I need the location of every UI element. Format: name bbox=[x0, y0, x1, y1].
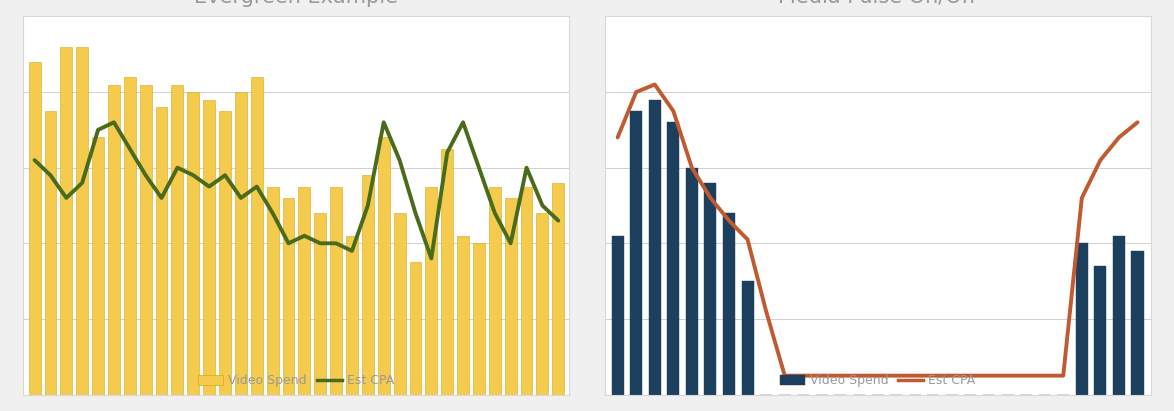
Bar bbox=[1075, 243, 1088, 395]
Bar bbox=[410, 262, 421, 395]
Bar bbox=[473, 243, 485, 395]
Bar bbox=[441, 149, 453, 395]
Bar bbox=[742, 281, 754, 395]
Bar bbox=[704, 183, 716, 395]
Bar bbox=[203, 99, 215, 395]
Bar bbox=[1113, 236, 1125, 395]
Bar bbox=[298, 187, 310, 395]
Bar bbox=[425, 187, 437, 395]
Bar bbox=[45, 111, 56, 395]
Bar bbox=[686, 168, 697, 395]
Bar bbox=[235, 92, 247, 395]
Bar bbox=[393, 213, 405, 395]
Bar bbox=[362, 175, 373, 395]
Bar bbox=[28, 62, 41, 395]
Bar bbox=[123, 77, 136, 395]
Bar bbox=[378, 137, 390, 395]
Bar bbox=[520, 187, 533, 395]
Bar bbox=[552, 183, 565, 395]
Bar bbox=[220, 111, 231, 395]
Bar bbox=[612, 236, 623, 395]
Bar bbox=[283, 198, 295, 395]
Bar bbox=[505, 198, 517, 395]
Bar bbox=[251, 77, 263, 395]
Bar bbox=[108, 85, 120, 395]
Bar bbox=[630, 111, 642, 395]
Bar bbox=[92, 137, 104, 395]
Bar bbox=[346, 236, 358, 395]
Legend: Video Spend, Est CPA: Video Spend, Est CPA bbox=[194, 369, 399, 392]
Bar bbox=[330, 187, 342, 395]
Bar bbox=[171, 85, 183, 395]
Title: Media Pulse On/Off: Media Pulse On/Off bbox=[778, 0, 977, 7]
Title: Evergreen Example: Evergreen Example bbox=[195, 0, 398, 7]
Bar bbox=[488, 187, 501, 395]
Bar bbox=[723, 213, 735, 395]
Bar bbox=[649, 99, 661, 395]
Bar bbox=[60, 47, 73, 395]
Bar bbox=[140, 85, 151, 395]
Bar bbox=[188, 92, 200, 395]
Bar bbox=[156, 107, 168, 395]
Bar bbox=[1094, 266, 1106, 395]
Bar bbox=[315, 213, 326, 395]
Bar bbox=[266, 187, 278, 395]
Bar bbox=[667, 122, 680, 395]
Legend: Video Spend, Est CPA: Video Spend, Est CPA bbox=[775, 369, 980, 392]
Bar bbox=[457, 236, 470, 395]
Bar bbox=[537, 213, 548, 395]
Bar bbox=[1132, 251, 1143, 395]
Bar bbox=[76, 47, 88, 395]
